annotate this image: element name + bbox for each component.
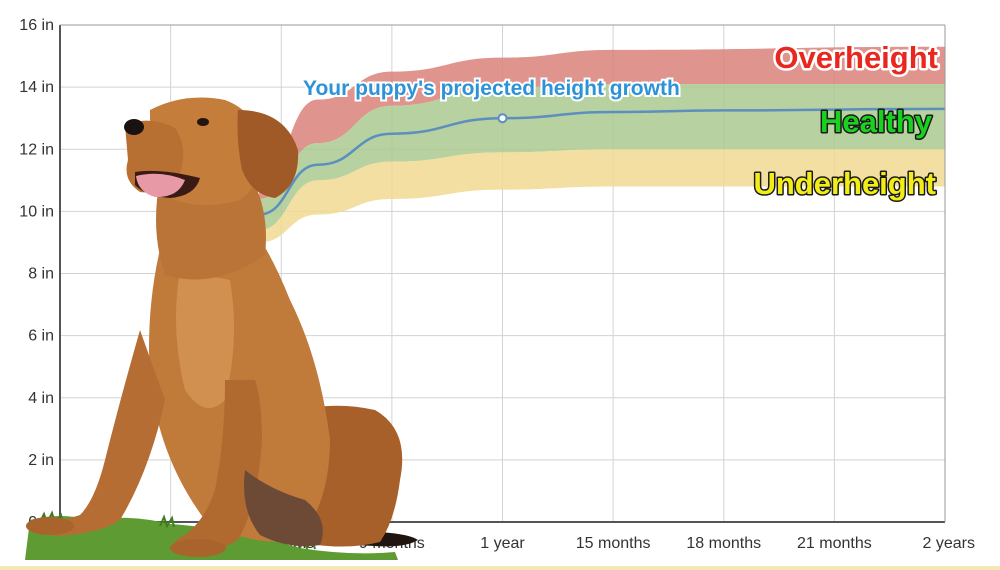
y-tick-label: 8 in (28, 266, 54, 283)
y-tick-label: 14 in (19, 79, 54, 96)
y-tick-label: 10 in (19, 203, 54, 220)
band-overheight (259, 46, 945, 199)
bottom-strip (0, 566, 1000, 570)
underheight-label: Underheight (753, 166, 936, 201)
overheight-label: Overheight (774, 40, 938, 75)
band-underheight (259, 149, 945, 243)
y-tick-label: 16 in (19, 17, 54, 34)
puppy-photo (25, 97, 418, 560)
x-tick-label: 1 year (480, 535, 525, 552)
y-tick-label: 4 in (28, 390, 54, 407)
healthy-label: Healthy (820, 104, 933, 139)
band-healthy (259, 84, 945, 231)
x-tick-label: 15 months (576, 535, 651, 552)
x-tick-label: 2 years (923, 535, 975, 552)
y-tick-label: 2 in (28, 452, 54, 469)
height-bands (259, 46, 945, 243)
y-tick-label: 6 in (28, 328, 54, 345)
x-tick-label: 21 months (797, 535, 872, 552)
projection-marker (497, 113, 508, 124)
projection-series (259, 107, 946, 216)
x-tick-label: 18 months (686, 535, 761, 552)
projection-line (259, 107, 946, 216)
y-tick-label: 12 in (19, 141, 54, 158)
projection-label: Your puppy's projected height growth (303, 77, 680, 100)
